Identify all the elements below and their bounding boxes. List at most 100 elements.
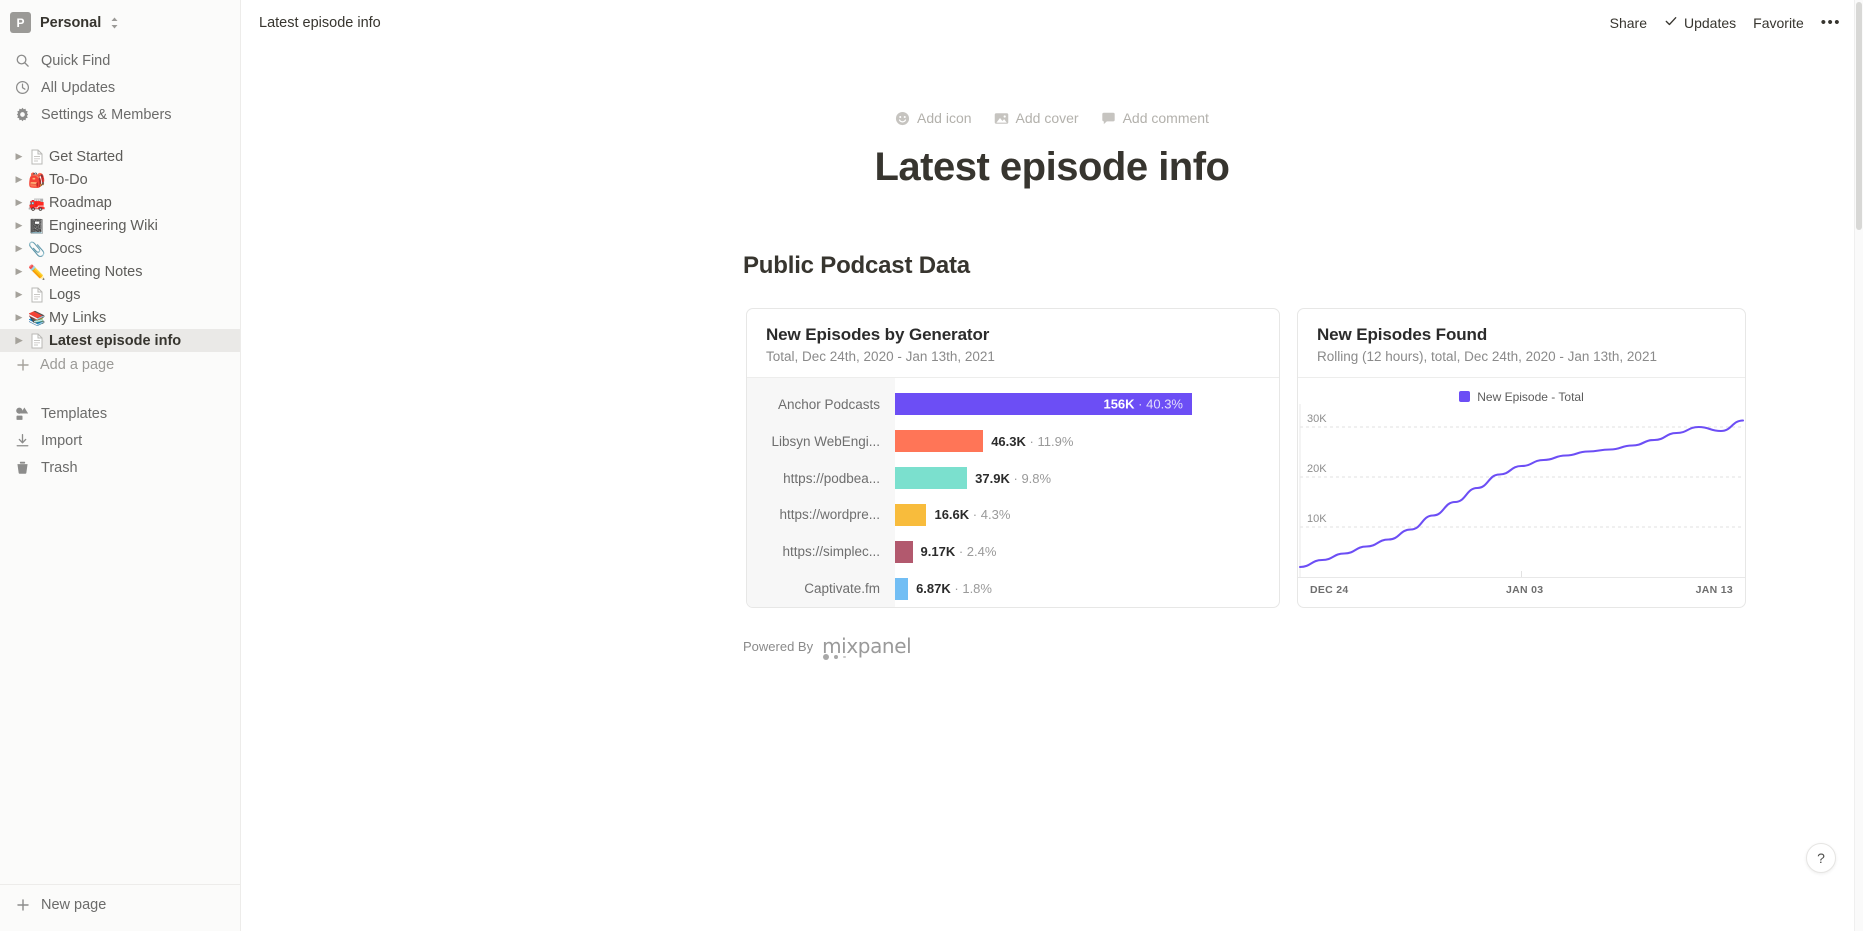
bar-category-label: https://wordpre... — [779, 507, 880, 523]
sidebar-item-label: To-Do — [49, 171, 88, 188]
sidebar-item-get-started[interactable]: ▶ Get Started — [0, 145, 240, 168]
legend-label: New Episode - Total — [1477, 389, 1584, 404]
sidebar-item-trash[interactable]: Trash — [0, 454, 240, 481]
workspace-switcher[interactable]: P Personal — [0, 0, 240, 45]
sidebar-item-to-do[interactable]: ▶ 🎒 To-Do — [0, 168, 240, 191]
chevron-right-icon[interactable]: ▶ — [15, 197, 23, 207]
chevron-right-icon[interactable]: ▶ — [15, 335, 23, 345]
bar-category-label: Anchor Podcasts — [777, 396, 880, 412]
sidebar-item-templates[interactable]: Templates — [0, 400, 240, 427]
top-bar: Latest episode info Share Updates Favori… — [241, 0, 1863, 45]
add-icon-button[interactable]: Add icon — [895, 110, 972, 126]
bar-row[interactable]: 46.3K · 11.9% — [895, 423, 1279, 460]
sidebar-item-import[interactable]: Import — [0, 427, 240, 454]
bar-value: 46.3K — [991, 433, 1026, 449]
chevron-right-icon[interactable]: ▶ — [15, 243, 23, 253]
chevron-right-icon[interactable]: ▶ — [15, 289, 23, 299]
add-icon-label: Add icon — [917, 110, 972, 126]
line-chart-subtitle: Rolling (12 hours), total, Dec 24th, 202… — [1317, 349, 1657, 364]
sidebar-item-docs[interactable]: ▶ 📎 Docs — [0, 237, 240, 260]
chevron-right-icon[interactable]: ▶ — [15, 312, 23, 322]
add-comment-label: Add comment — [1122, 110, 1209, 126]
bar-value: 9.17K — [920, 544, 956, 560]
bar-fill[interactable] — [895, 577, 909, 600]
sidebar-item-label: Get Started — [49, 148, 124, 165]
workspace-name: Personal — [40, 14, 102, 31]
bar-fill[interactable]: 156K · 40.3% — [895, 393, 1192, 416]
powered-by-mixpanel: Powered By mixpanel — [743, 634, 1863, 660]
plus-icon — [14, 897, 31, 914]
sidebar-item-label: Roadmap — [49, 194, 112, 211]
chevron-right-icon[interactable]: ▶ — [15, 174, 23, 184]
sidebar-item-label: Templates — [41, 405, 108, 422]
sidebar-item-logs[interactable]: ▶ Logs — [0, 283, 240, 306]
sidebar-item-engineering-wiki[interactable]: ▶ 📓 Engineering Wiki — [0, 214, 240, 237]
bar-category-label: Libsyn WebEngi... — [771, 433, 880, 449]
sidebar-item-label: Logs — [49, 286, 81, 303]
line-chart-header: New Episodes Found Rolling (12 hours), t… — [1298, 309, 1745, 378]
sidebar-item-meeting-notes[interactable]: ▶ ✏️ Meeting Notes — [0, 260, 240, 283]
sidebar-item-my-links[interactable]: ▶ 📚 My Links — [0, 306, 240, 329]
chevron-right-icon[interactable]: ▶ — [15, 266, 23, 276]
chevron-right-icon[interactable]: ▶ — [15, 151, 23, 161]
bar-row[interactable]: 6.87K · 1.8% — [895, 570, 1279, 607]
bar-row[interactable]: 156K · 40.3% — [895, 386, 1279, 423]
sidebar-item-settings-members[interactable]: Settings & Members — [0, 101, 240, 128]
bar-category-label: https://simplec... — [782, 544, 880, 560]
sidebar-item-latest-episode-info[interactable]: ▶ Latest episode info — [0, 329, 240, 352]
document-icon — [27, 287, 47, 303]
favorite-button[interactable]: Favorite — [1753, 14, 1804, 31]
sidebar-item-label: Engineering Wiki — [49, 217, 158, 234]
bar-chart-body: Anchor Podcasts Libsyn WebEngi... https:… — [747, 378, 1279, 607]
bar-row[interactable]: 9.17K · 2.4% — [895, 533, 1279, 570]
section-heading[interactable]: Public Podcast Data — [743, 252, 970, 279]
bar-fill[interactable] — [895, 503, 927, 526]
bar-percent: · 4.3% — [972, 507, 1011, 523]
chart-card-new-episodes-by-generator: New Episodes by Generator Total, Dec 24t… — [746, 308, 1280, 608]
help-button[interactable]: ? — [1806, 843, 1836, 873]
sidebar-item-label: Trash — [41, 459, 78, 476]
check-icon — [1664, 14, 1678, 31]
image-icon — [994, 111, 1009, 126]
chevron-right-icon[interactable]: ▶ — [15, 220, 23, 230]
bar-row[interactable]: 16.6K · 4.3% — [895, 496, 1279, 533]
add-cover-button[interactable]: Add cover — [994, 110, 1079, 126]
bar-chart-plot-area: 156K · 40.3% 46.3K · 11.9% — [895, 378, 1279, 607]
sidebar-footer: New page — [0, 884, 240, 931]
mixpanel-logo[interactable]: mixpanel — [822, 634, 912, 660]
x-axis-tick-label: JAN 13 — [1695, 583, 1733, 596]
bar-row[interactable]: 37.9K · 9.8% — [895, 460, 1279, 497]
more-options-button[interactable]: ••• — [1820, 14, 1841, 31]
chevron-updown-icon — [110, 16, 119, 30]
page-title[interactable]: Latest episode info — [874, 145, 1231, 189]
sidebar-item-label: Quick Find — [41, 52, 111, 69]
line-chart-legend[interactable]: New Episode - Total — [1298, 378, 1745, 404]
sidebar-item-quick-find[interactable]: Quick Find — [0, 47, 240, 74]
comment-icon — [1101, 111, 1116, 126]
new-page-button[interactable]: New page — [0, 889, 240, 921]
line-chart-svg — [1298, 404, 1745, 577]
sidebar-nav-group: Quick Find All Updates Settings & Member… — [0, 45, 240, 128]
sidebar-item-all-updates[interactable]: All Updates — [0, 74, 240, 101]
breadcrumb[interactable]: Latest episode info — [259, 14, 381, 31]
new-page-label: New page — [41, 897, 107, 913]
sidebar-item-label: Settings & Members — [41, 106, 172, 123]
plus-icon — [14, 356, 31, 373]
books-emoji-icon: 📚 — [28, 309, 46, 326]
add-comment-button[interactable]: Add comment — [1101, 110, 1209, 126]
sidebar-item-label: Meeting Notes — [49, 263, 143, 280]
vertical-scrollbar[interactable] — [1854, 0, 1863, 931]
add-a-page-button[interactable]: Add a page — [0, 352, 240, 377]
bar-fill[interactable] — [895, 540, 913, 563]
paperclip-emoji-icon: 📎 — [28, 240, 46, 257]
scrollbar-thumb[interactable] — [1855, 2, 1862, 230]
chart-card-new-episodes-found: New Episodes Found Rolling (12 hours), t… — [1297, 308, 1746, 608]
bar-fill[interactable] — [895, 430, 984, 453]
updates-button[interactable]: Updates — [1664, 14, 1736, 31]
share-button[interactable]: Share — [1609, 14, 1647, 31]
bar-chart-category-column: Anchor Podcasts Libsyn WebEngi... https:… — [747, 378, 895, 607]
bar-fill[interactable] — [895, 467, 968, 490]
sidebar-item-roadmap[interactable]: ▶ 🚒 Roadmap — [0, 191, 240, 214]
sidebar-item-label: All Updates — [41, 79, 116, 96]
